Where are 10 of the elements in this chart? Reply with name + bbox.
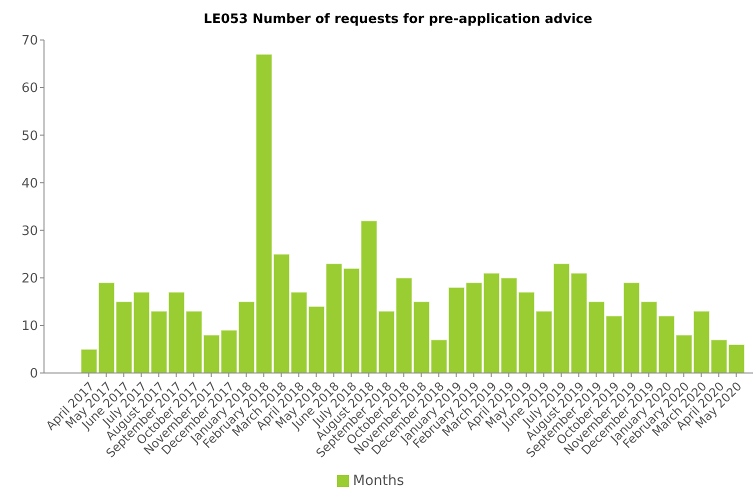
y-tick-label: 50 <box>21 128 38 144</box>
legend-label: Months <box>352 473 404 489</box>
y-tick-label: 30 <box>21 224 38 239</box>
y-tick-label: 10 <box>21 319 38 334</box>
chart-title: LE053 Number of requests for pre-application advice <box>202 11 594 29</box>
y-tick-label: 70 <box>21 34 38 49</box>
y-tick-label: 60 <box>21 81 38 96</box>
y-tick-label: 0 <box>30 366 38 382</box>
y-tick-label: 20 <box>21 271 38 286</box>
y-tick-label: 40 <box>21 176 38 192</box>
